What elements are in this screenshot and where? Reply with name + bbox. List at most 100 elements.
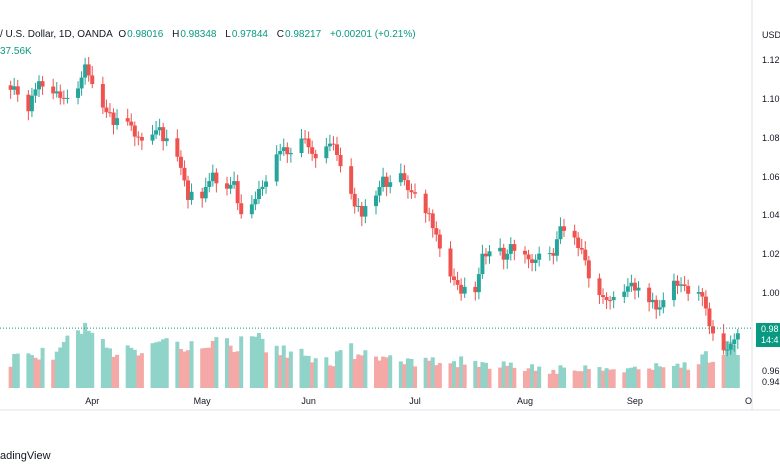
candle-body (448, 248, 453, 277)
volume-bar (111, 356, 116, 388)
volume-bar (356, 354, 361, 388)
volume-bar (189, 341, 194, 388)
candle-body (104, 107, 109, 113)
candle-body (8, 85, 13, 90)
candle-body (732, 339, 737, 345)
volume-bar (707, 362, 712, 388)
volume-bar (37, 359, 42, 388)
candle-body (359, 205, 364, 217)
low-value: 0.97844 (231, 29, 268, 40)
volume-bar (29, 355, 34, 388)
candle-body (338, 154, 343, 167)
candle-body (597, 278, 602, 296)
candle-body (203, 186, 208, 199)
currency-label: USD (762, 30, 780, 40)
candle-body (459, 284, 464, 294)
candle-body (65, 97, 70, 99)
candle-body (260, 186, 265, 190)
candle-body (654, 299, 659, 310)
candle-body (136, 136, 141, 138)
volume-bar (207, 347, 212, 388)
candle-body (647, 287, 652, 303)
candle-body (132, 125, 137, 137)
volume-bar (427, 360, 432, 388)
candle-body (661, 300, 666, 308)
volume-bar (476, 366, 481, 388)
candle-body (703, 296, 708, 309)
candle-body (505, 253, 510, 260)
brand-footer: adingView (0, 450, 51, 462)
candle-body (26, 94, 31, 112)
candle-body (409, 190, 414, 193)
candle-body (558, 226, 563, 240)
volume-bar (349, 343, 354, 388)
volume-bar (671, 365, 676, 388)
candle-body (51, 86, 56, 94)
volume-bar (579, 371, 584, 388)
volume-bar (611, 369, 616, 388)
candle-body (455, 280, 460, 285)
volume-bar (554, 373, 559, 388)
candle-body (139, 137, 144, 141)
candle-body (413, 192, 418, 194)
volume-bar (388, 355, 393, 388)
candle-body (562, 226, 566, 231)
volume-legend: 37.56K (0, 46, 32, 57)
candle-body (522, 250, 527, 255)
candle-body (79, 77, 84, 89)
countdown-label: 14:4 (761, 335, 779, 346)
candle-body (675, 280, 680, 286)
volume-bar (249, 336, 254, 388)
volume-bar (306, 355, 311, 388)
volume-bar (363, 350, 368, 388)
candle-body (29, 95, 34, 112)
candle-body (735, 333, 740, 340)
candle-body (512, 244, 517, 251)
volume-bar (359, 355, 364, 388)
candle-body (33, 89, 38, 96)
candle-body (508, 244, 513, 254)
volume-bar (100, 339, 105, 388)
volume-bar (498, 367, 503, 388)
volume-bar (480, 362, 485, 388)
volume-bar (232, 351, 237, 388)
candle-body (161, 127, 166, 142)
volume-bar (423, 357, 428, 388)
y-tick-label: 1.00 (762, 288, 780, 298)
volume-bar (125, 345, 130, 388)
volume-bar (703, 351, 708, 388)
candle-body (554, 239, 559, 256)
y-tick-label: 1.10 (762, 94, 780, 104)
high-value: 0.98348 (180, 29, 217, 40)
candle-body (189, 191, 194, 200)
volume-bar (61, 341, 66, 388)
candle-body (381, 176, 386, 188)
volume-bar (448, 363, 453, 388)
y-tick-label: 1.12 (762, 55, 780, 65)
volume-bar (661, 367, 666, 388)
volume-bar (721, 354, 726, 388)
candle-body (476, 274, 481, 293)
volume-bar (107, 348, 112, 388)
volume-bar (182, 351, 187, 388)
candle-body (313, 153, 318, 159)
candle-body (682, 284, 687, 286)
volume-bar (239, 336, 244, 388)
volume-bar (132, 349, 137, 388)
candle-body (214, 172, 219, 184)
candle-body (253, 199, 258, 205)
volume-bar (654, 363, 659, 388)
candle-body (324, 146, 329, 159)
volume-bar (8, 366, 13, 388)
volume-bar (115, 354, 120, 388)
volume-bar (710, 361, 715, 388)
candle-body (452, 276, 457, 281)
volume-bar (200, 348, 205, 388)
candle-body (228, 184, 233, 189)
volume-bar (225, 338, 230, 388)
volume-bar (537, 366, 542, 388)
volume-bar (381, 356, 386, 388)
candle-body (12, 86, 17, 90)
volume-bar (303, 355, 308, 388)
